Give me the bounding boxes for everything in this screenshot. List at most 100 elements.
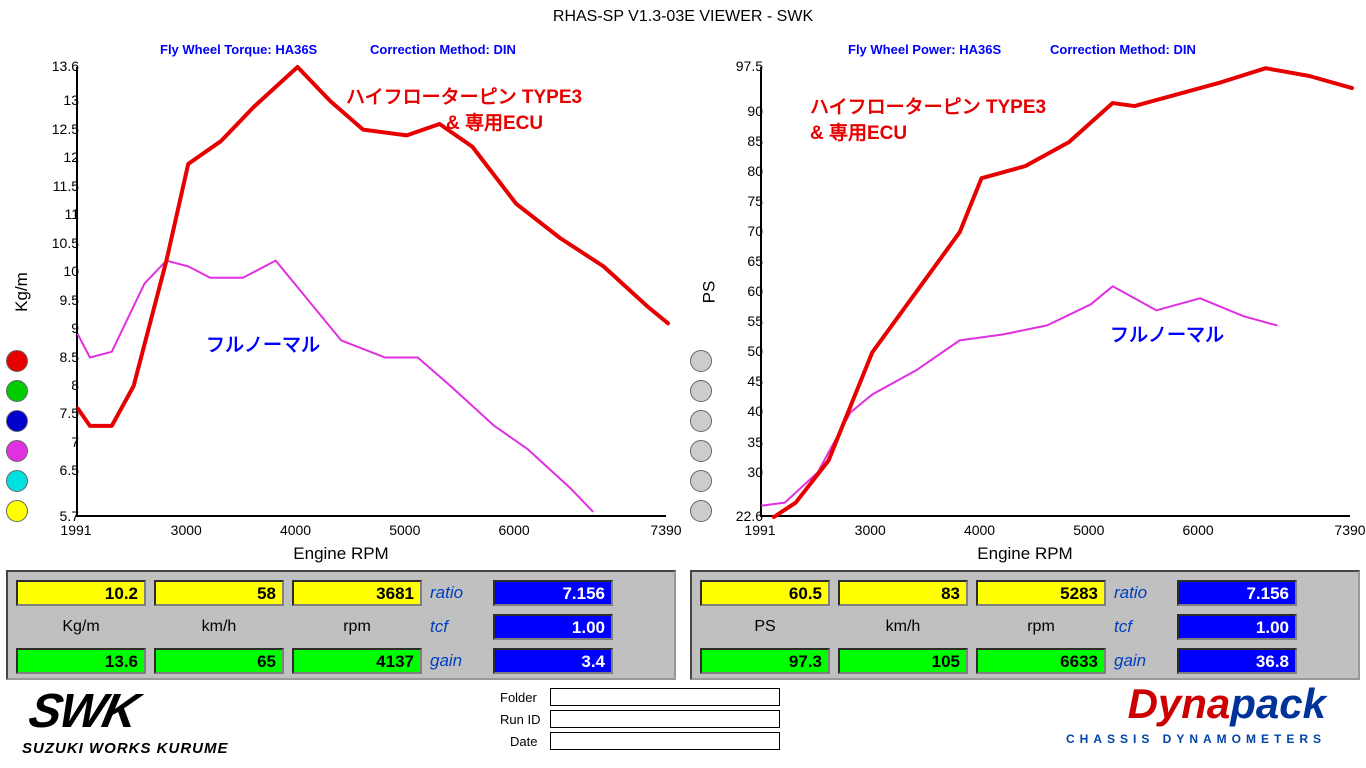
lbl-rpm-r: rpm bbox=[976, 618, 1106, 636]
power-grn-0: 97.3 bbox=[700, 648, 830, 674]
app-title: RHAS-SP V1.3-03E VIEWER - SWK bbox=[0, 8, 1366, 26]
lbl-runid: Run ID bbox=[500, 712, 540, 727]
series-dot bbox=[690, 500, 712, 522]
ytick: 40 bbox=[713, 403, 763, 419]
power-ratio: 7.156 bbox=[1177, 580, 1297, 606]
ytick: 11.5 bbox=[29, 178, 79, 194]
ytick: 12.5 bbox=[29, 121, 79, 137]
ytick: 6.5 bbox=[29, 462, 79, 478]
series-dot bbox=[690, 380, 712, 402]
power-readout-panel: 60.5 83 5283 ratio 7.156 PS km/h rpm tcf… bbox=[690, 570, 1360, 680]
ytick: 75 bbox=[713, 193, 763, 209]
xtick: 6000 bbox=[499, 522, 530, 538]
ytick: 8.5 bbox=[29, 349, 79, 365]
mag-label-l: フルノーマル bbox=[206, 330, 320, 357]
power-grn-1: 105 bbox=[838, 648, 968, 674]
xtick: 6000 bbox=[1183, 522, 1214, 538]
torque-yel-2: 3681 bbox=[292, 580, 422, 606]
lbl-gain-r: gain bbox=[1114, 651, 1169, 671]
xtick: 4000 bbox=[964, 522, 995, 538]
lbl-date: Date bbox=[510, 734, 537, 749]
lbl-kmh-l: km/h bbox=[154, 618, 284, 636]
xtick: 5000 bbox=[1073, 522, 1104, 538]
ytick: 70 bbox=[713, 223, 763, 239]
xtick: 1991 bbox=[744, 522, 775, 538]
mag-label-r: フルノーマル bbox=[1110, 320, 1224, 347]
torque-xlabel: Engine RPM bbox=[6, 544, 676, 564]
ytick: 55 bbox=[713, 313, 763, 329]
torque-tcf: 1.00 bbox=[493, 614, 613, 640]
red-label-r1: ハイフローターピン TYPE3 bbox=[810, 92, 1046, 119]
swk-subtitle: SUZUKI WORKS KURUME bbox=[22, 740, 229, 757]
xtick: 7390 bbox=[650, 522, 681, 538]
power-chart: PS Engine RPM ハイフローターピン TYPE3 & 専用ECU フル… bbox=[690, 62, 1360, 562]
red-label-l1: ハイフローターピン TYPE3 bbox=[346, 82, 582, 109]
series-dot bbox=[6, 470, 28, 492]
lbl-rpm-l: rpm bbox=[292, 618, 422, 636]
series-dot bbox=[6, 500, 28, 522]
hdr-power: Fly Wheel Power: HA36S bbox=[848, 42, 1001, 57]
ytick: 65 bbox=[713, 253, 763, 269]
dynapack-logo: Dynapack bbox=[1128, 680, 1326, 728]
series-dot bbox=[690, 440, 712, 462]
ytick: 45 bbox=[713, 373, 763, 389]
series-dot bbox=[6, 410, 28, 432]
series-dot bbox=[690, 350, 712, 372]
lbl-tcf-r: tcf bbox=[1114, 617, 1169, 637]
ytick: 9.5 bbox=[29, 292, 79, 308]
ytick: 12 bbox=[29, 149, 79, 165]
torque-grn-2: 4137 bbox=[292, 648, 422, 674]
ytick: 50 bbox=[713, 343, 763, 359]
power-yel-1: 83 bbox=[838, 580, 968, 606]
xtick: 3000 bbox=[855, 522, 886, 538]
dynapack-sub: CHASSIS DYNAMOMETERS bbox=[1066, 732, 1326, 746]
input-runid[interactable] bbox=[550, 710, 780, 728]
torque-chart: Kg/m Engine RPM ハイフローターピン TYPE3 & 専用ECU … bbox=[6, 62, 676, 562]
hdr-corr-l: Correction Method: DIN bbox=[370, 42, 516, 57]
ytick: 13 bbox=[29, 92, 79, 108]
power-yel-0: 60.5 bbox=[700, 580, 830, 606]
lbl-ps: PS bbox=[700, 618, 830, 636]
ytick: 8 bbox=[29, 377, 79, 393]
lbl-ratio-r: ratio bbox=[1114, 583, 1169, 603]
ytick: 7.5 bbox=[29, 405, 79, 421]
power-tcf: 1.00 bbox=[1177, 614, 1297, 640]
hdr-torque: Fly Wheel Torque: HA36S bbox=[160, 42, 317, 57]
xtick: 4000 bbox=[280, 522, 311, 538]
red-label-l2: & 専用ECU bbox=[446, 108, 543, 135]
lbl-tcf-l: tcf bbox=[430, 617, 485, 637]
series-dot bbox=[6, 440, 28, 462]
ytick: 80 bbox=[713, 163, 763, 179]
ytick: 10.5 bbox=[29, 235, 79, 251]
ytick: 7 bbox=[29, 434, 79, 450]
lbl-kgm: Kg/m bbox=[16, 618, 146, 636]
torque-yel-0: 10.2 bbox=[16, 580, 146, 606]
power-xlabel: Engine RPM bbox=[690, 544, 1360, 564]
xtick: 1991 bbox=[60, 522, 91, 538]
lbl-kmh-r: km/h bbox=[838, 618, 968, 636]
xtick: 7390 bbox=[1334, 522, 1365, 538]
ytick: 85 bbox=[713, 133, 763, 149]
ytick: 11 bbox=[29, 206, 79, 222]
torque-yel-1: 58 bbox=[154, 580, 284, 606]
ytick: 97.5 bbox=[713, 58, 763, 74]
series-dot bbox=[6, 350, 28, 372]
hdr-corr-r: Correction Method: DIN bbox=[1050, 42, 1196, 57]
torque-ratio: 7.156 bbox=[493, 580, 613, 606]
torque-grn-0: 13.6 bbox=[16, 648, 146, 674]
input-date[interactable] bbox=[550, 732, 780, 750]
input-folder[interactable] bbox=[550, 688, 780, 706]
ytick: 60 bbox=[713, 283, 763, 299]
power-yel-2: 5283 bbox=[976, 580, 1106, 606]
ytick: 35 bbox=[713, 434, 763, 450]
footer: SWK SUZUKI WORKS KURUME Folder Run ID Da… bbox=[0, 684, 1366, 768]
torque-gain: 3.4 bbox=[493, 648, 613, 674]
lbl-folder: Folder bbox=[500, 690, 537, 705]
red-label-r2: & 専用ECU bbox=[810, 118, 907, 145]
power-grn-2: 6633 bbox=[976, 648, 1106, 674]
series-dot bbox=[6, 380, 28, 402]
lbl-gain-l: gain bbox=[430, 651, 485, 671]
power-gain: 36.8 bbox=[1177, 648, 1297, 674]
torque-grn-1: 65 bbox=[154, 648, 284, 674]
ytick: 9 bbox=[29, 320, 79, 336]
